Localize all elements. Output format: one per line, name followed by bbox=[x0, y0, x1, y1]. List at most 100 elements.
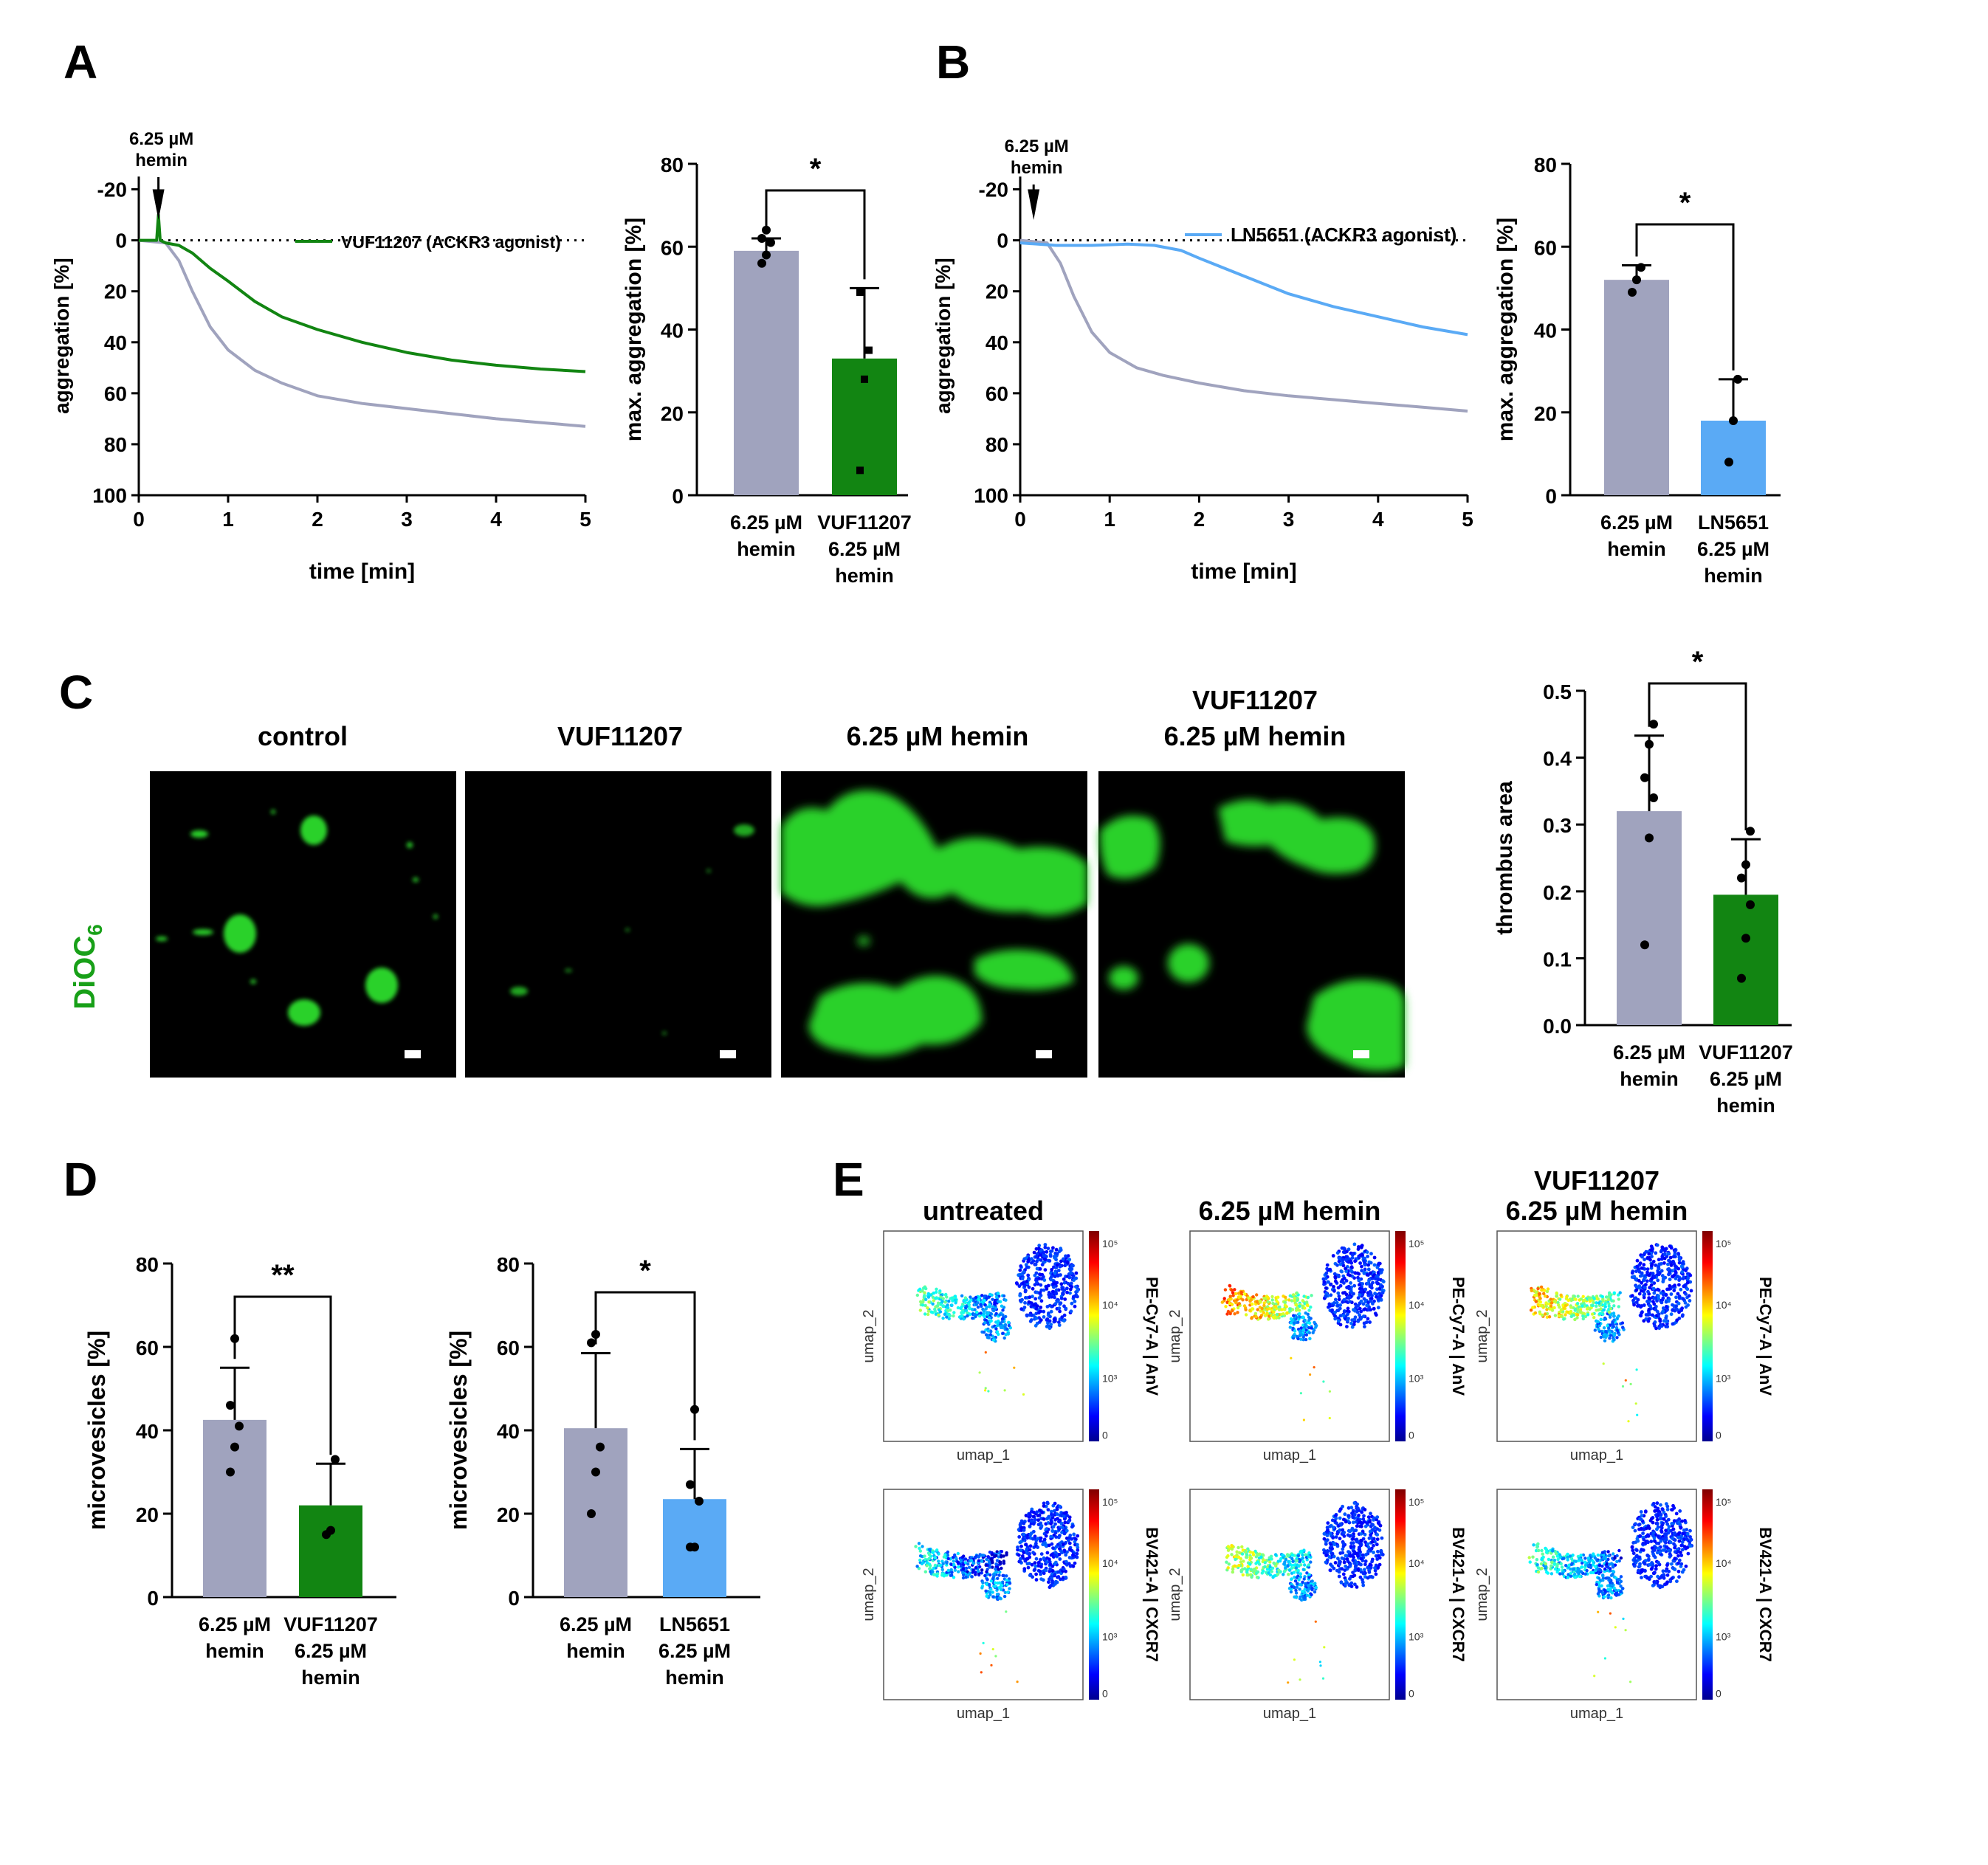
umap-point bbox=[1366, 1515, 1371, 1520]
umap-point bbox=[1550, 1572, 1554, 1576]
umap-point bbox=[1350, 1526, 1355, 1531]
umap-point bbox=[1614, 1626, 1617, 1629]
umap-point bbox=[1669, 1312, 1674, 1317]
umap-point bbox=[1614, 1326, 1619, 1330]
umap-point bbox=[1294, 1566, 1299, 1570]
umap-point bbox=[1247, 1296, 1251, 1300]
umap-point bbox=[1614, 1588, 1618, 1592]
umap-point bbox=[1330, 1551, 1335, 1556]
umap-point bbox=[1668, 1549, 1672, 1554]
umap-point bbox=[1225, 1560, 1228, 1564]
umap-point bbox=[1350, 1252, 1355, 1257]
category-label: VUF11207 bbox=[1699, 1041, 1793, 1064]
umap-point bbox=[1020, 1277, 1025, 1280]
umap-point bbox=[1658, 1317, 1662, 1322]
umap-point bbox=[953, 1568, 957, 1572]
umap-point bbox=[1658, 1517, 1662, 1521]
umap-point bbox=[1540, 1304, 1544, 1308]
umap-frame bbox=[1496, 1230, 1697, 1442]
umap-point bbox=[1270, 1295, 1274, 1299]
umap-point bbox=[1056, 1570, 1061, 1574]
umap-point bbox=[1030, 1313, 1033, 1317]
umap-point bbox=[1378, 1562, 1382, 1567]
umap-point bbox=[1332, 1314, 1337, 1317]
umap-point bbox=[1245, 1568, 1249, 1572]
umap-point bbox=[983, 1321, 987, 1325]
umap-point bbox=[1322, 1537, 1327, 1541]
umap-point bbox=[1354, 1528, 1358, 1532]
umap-point bbox=[1251, 1295, 1255, 1299]
umap-point bbox=[1039, 1283, 1043, 1287]
umap-colorbar bbox=[1702, 1231, 1713, 1441]
umap-point bbox=[1067, 1515, 1072, 1520]
umap-point bbox=[1371, 1523, 1375, 1527]
y-tick-label: 40 bbox=[136, 1420, 159, 1443]
umap-point bbox=[1064, 1553, 1068, 1557]
umap-point bbox=[1346, 1533, 1350, 1537]
umap-point bbox=[1617, 1305, 1620, 1309]
umap-point bbox=[1583, 1572, 1587, 1576]
umap-point bbox=[1369, 1533, 1372, 1537]
umap-point bbox=[1050, 1569, 1055, 1573]
umap-point bbox=[1620, 1321, 1625, 1325]
umap-point bbox=[1680, 1306, 1685, 1311]
umap-point bbox=[962, 1317, 966, 1321]
umap-point bbox=[1369, 1297, 1373, 1300]
umap-point bbox=[1653, 1571, 1657, 1575]
umap-point bbox=[1277, 1568, 1281, 1572]
umap-point bbox=[1351, 1558, 1355, 1562]
column-title-control: control bbox=[258, 721, 348, 751]
x-axis-label: time [min] bbox=[1191, 559, 1296, 584]
umap-point bbox=[1380, 1291, 1385, 1295]
umap-point bbox=[1687, 1294, 1691, 1298]
trace-series-1 bbox=[138, 238, 586, 428]
umap-point bbox=[1608, 1331, 1612, 1334]
umap-point bbox=[1036, 1564, 1040, 1568]
umap-point bbox=[1583, 1563, 1588, 1567]
umap-point bbox=[1664, 1537, 1668, 1542]
umap-point bbox=[1019, 1548, 1022, 1553]
umap-point bbox=[1670, 1562, 1674, 1566]
umap-point bbox=[1275, 1313, 1279, 1317]
umap-point bbox=[1050, 1581, 1054, 1585]
umap-point bbox=[1283, 1303, 1287, 1307]
umap-point bbox=[1673, 1550, 1677, 1554]
umap-point bbox=[1051, 1246, 1055, 1250]
umap-point bbox=[1031, 1551, 1035, 1555]
umap-point bbox=[1268, 1573, 1273, 1577]
umap-point bbox=[1612, 1304, 1616, 1308]
umap-point bbox=[1596, 1554, 1600, 1557]
umap-point bbox=[1369, 1565, 1373, 1570]
umap-point bbox=[1276, 1559, 1280, 1563]
umap-point bbox=[1366, 1549, 1370, 1554]
umap-point bbox=[1376, 1554, 1380, 1558]
umap-point bbox=[1240, 1552, 1245, 1556]
umap-point bbox=[1372, 1543, 1375, 1548]
umap-point bbox=[1654, 1580, 1658, 1585]
umap-colorbar-tick: 10³ bbox=[1716, 1631, 1731, 1643]
data-point bbox=[1733, 374, 1742, 384]
umap-point bbox=[1600, 1329, 1604, 1334]
umap-point bbox=[1338, 1559, 1341, 1563]
umap-point bbox=[1640, 1266, 1644, 1270]
umap-point bbox=[919, 1300, 923, 1304]
umap-point bbox=[1683, 1300, 1688, 1305]
umap-point bbox=[1286, 1564, 1290, 1568]
umap-point bbox=[1038, 1569, 1042, 1573]
umap-point bbox=[1310, 1579, 1314, 1583]
umap-point bbox=[1288, 1326, 1293, 1329]
umap-point bbox=[1340, 1567, 1344, 1571]
umap-point bbox=[974, 1295, 978, 1300]
umap-point bbox=[1237, 1563, 1241, 1568]
umap-point bbox=[1640, 1310, 1644, 1314]
umap-point bbox=[1281, 1553, 1284, 1557]
umap-point bbox=[1341, 1544, 1346, 1548]
umap-point bbox=[1278, 1305, 1282, 1309]
umap-point bbox=[1001, 1331, 1005, 1335]
umap-point bbox=[1602, 1335, 1606, 1339]
umap-point bbox=[926, 1312, 930, 1317]
umap-point bbox=[1039, 1258, 1043, 1262]
umap-point bbox=[1349, 1554, 1353, 1558]
umap-point bbox=[1666, 1252, 1671, 1255]
